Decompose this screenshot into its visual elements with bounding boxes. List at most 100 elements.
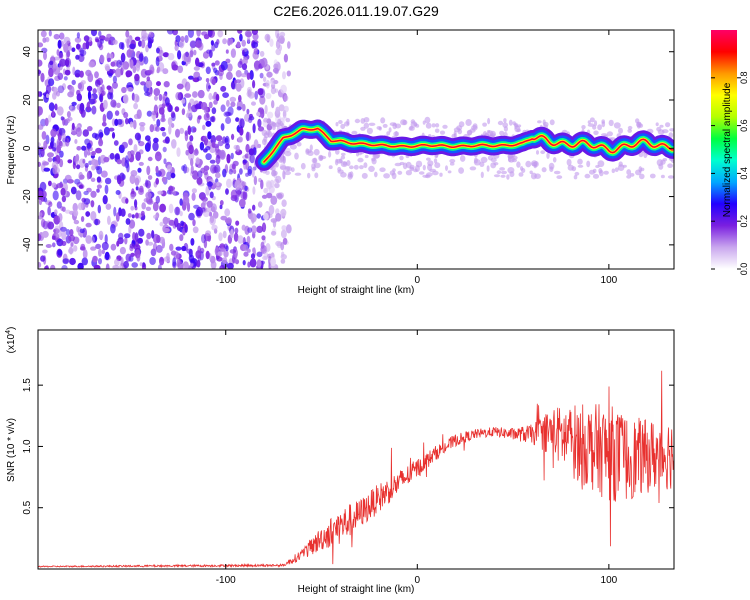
spectrogram-noise-cell <box>63 36 71 45</box>
spectrogram-noise-cell <box>196 30 201 37</box>
spectrogram-noise-cell <box>275 175 282 184</box>
spectrogram-noise-cell <box>176 147 181 158</box>
spectrogram-halo-cell <box>573 175 578 180</box>
spectrogram-noise-cell <box>145 180 151 189</box>
spectrogram-noise-cell <box>179 234 184 242</box>
spectrogram-noise-cell <box>86 142 92 149</box>
spectrogram-noise-cell <box>91 105 97 115</box>
spectrogram-noise-cell <box>165 97 170 106</box>
spectrogram-noise-cell <box>216 181 220 187</box>
spectrogram-halo-cell <box>445 165 448 172</box>
spectrogram-noise-cell <box>137 167 142 173</box>
spectrogram-noise-cell <box>104 184 109 195</box>
spectrogram-noise-cell <box>214 60 220 66</box>
spectrogram-noise-cell <box>253 47 259 55</box>
spectrogram-noise-cell <box>105 203 112 210</box>
spectrogram-noise-cell <box>263 251 269 260</box>
spectrogram-noise-cell <box>179 198 183 206</box>
spectrogram-noise-cell <box>60 187 66 196</box>
spectrogram-noise-cell <box>147 138 152 149</box>
spectrogram-noise-cell <box>209 116 215 122</box>
spectrogram-noise-cell <box>69 257 76 266</box>
spectrogram-halo-cell <box>658 163 664 170</box>
spectrogram-noise-cell <box>111 132 116 139</box>
spectrogram-halo-cell <box>380 117 386 124</box>
spectrogram-halo-cell <box>379 167 386 172</box>
snr-background <box>38 330 674 569</box>
spectrogram-noise-cell <box>110 223 116 234</box>
spectrogram-noise-cell <box>85 211 91 217</box>
spectrogram-noise-cell <box>219 149 226 160</box>
spectrogram-halo-cell <box>636 121 641 125</box>
spectrogram-noise-cell <box>195 250 202 259</box>
spectrogram-noise-cell <box>195 57 200 67</box>
spectrogram-noise-cell <box>57 85 65 94</box>
snr-scale-suffix: ) <box>6 327 17 330</box>
spectrogram-halo-cell <box>289 144 297 150</box>
spectrogram-halo-cell <box>460 155 466 162</box>
spectrogram-noise-cell <box>266 71 273 78</box>
spectrogram-noise-cell <box>197 115 202 120</box>
spectrogram-noise-cell <box>42 230 49 238</box>
spectrogram-noise-cell <box>94 218 99 226</box>
spectrogram-halo-cell <box>296 141 302 147</box>
spectrogram-noise-cell <box>155 56 160 67</box>
spectrogram-noise-cell <box>270 195 278 205</box>
spectrogram-noise-cell <box>235 83 242 92</box>
spectrogram-noise-cell <box>79 228 85 234</box>
spectrogram-noise-cell <box>206 82 211 92</box>
spectrogram-halo-cell <box>364 154 369 159</box>
spectrogram-noise-cell <box>249 258 257 268</box>
spectrogram-noise-cell <box>259 50 265 57</box>
spectrogram-halo-cell <box>493 162 499 166</box>
spectrogram-noise-cell <box>85 222 92 228</box>
spectrogram-noise-cell <box>95 147 102 154</box>
spectrogram-noise-cell <box>184 224 188 233</box>
spectrogram-noise-cell <box>226 99 230 107</box>
spectrogram-halo-cell <box>422 174 429 178</box>
spectrogram-halo-cell <box>577 164 584 168</box>
spectrogram-noise-cell <box>65 229 71 236</box>
spectrogram-noise-cell <box>154 95 158 101</box>
spectrogram-noise-cell <box>110 61 116 67</box>
spectrogram-noise-cell <box>87 71 92 78</box>
spectrogram-halo-cell <box>599 169 604 177</box>
spectrogram-halo-cell <box>307 172 311 179</box>
spectrogram-noise-cell <box>38 124 44 130</box>
spectrogram-noise-cell <box>272 67 279 74</box>
spectrogram-noise-cell <box>235 220 240 226</box>
spectrogram-halo-cell <box>309 144 313 151</box>
spectrogram-halo-cell <box>399 155 404 161</box>
spectrogram-noise-cell <box>76 225 80 233</box>
spectrogram-noise-cell <box>180 220 185 227</box>
spectrogram-halo-cell <box>313 148 320 156</box>
spectrogram-noise-cell <box>42 249 48 254</box>
spectrogram-halo-cell <box>451 133 456 139</box>
spectrogram-noise-cell <box>155 177 159 185</box>
snr-scale-note: (x104) <box>5 327 17 354</box>
spectrogram-halo-cell <box>487 117 491 125</box>
spectrogram-noise-cell <box>248 148 255 156</box>
spectrogram-noise-cell <box>249 154 255 164</box>
spectrogram-noise-cell <box>104 37 110 42</box>
snr-y-tick-label: 1.5 <box>22 378 33 392</box>
spectrogram-noise-cell <box>88 61 95 68</box>
spectrogram-noise-cell <box>215 145 220 154</box>
spectrogram-noise-cell <box>215 172 221 179</box>
spectrogram-noise-cell <box>82 158 86 164</box>
spectrogram-noise-cell <box>136 109 142 119</box>
spectrogram-noise-cell <box>49 60 54 66</box>
spectrogram-halo-cell <box>262 138 267 145</box>
spectrogram-noise-cell <box>256 213 262 219</box>
spectrogram-noise-cell <box>91 165 96 171</box>
spectrogram-halo-cell <box>493 174 501 178</box>
spectrogram-noise-cell <box>283 105 289 113</box>
spectrogram-noise-cell <box>85 40 90 50</box>
spectrogram-halo-cell <box>354 118 361 124</box>
spectrogram-halo-cell <box>490 157 497 163</box>
spectrogram-noise-cell <box>205 230 212 237</box>
spectrogram-halo-cell <box>566 158 572 166</box>
colorbar: 0.0 0.2 0.4 0.6 0.8 Normalized spectral ampl… <box>711 30 749 275</box>
spectrogram-noise-cell <box>114 110 120 116</box>
spectrogram-halo-cell <box>668 132 674 139</box>
